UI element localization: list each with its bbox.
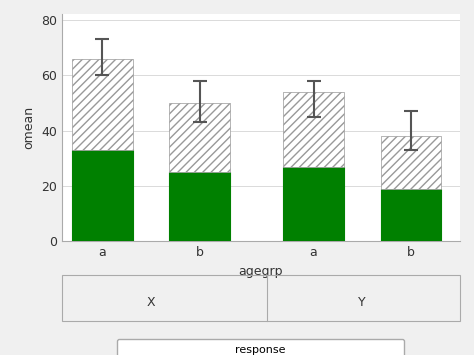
Bar xyxy=(169,103,230,172)
Bar xyxy=(72,150,133,241)
Bar xyxy=(381,136,441,189)
Legend: Complete Response, Partial Response: Complete Response, Partial Response xyxy=(117,339,404,355)
X-axis label: agegrp: agegrp xyxy=(238,265,283,278)
Bar xyxy=(283,166,344,241)
Bar xyxy=(381,189,441,241)
Bar xyxy=(169,172,230,241)
Y-axis label: omean: omean xyxy=(22,106,35,149)
Text: X: X xyxy=(146,296,155,309)
Bar xyxy=(283,92,344,166)
Text: Y: Y xyxy=(358,296,366,309)
Bar xyxy=(72,59,133,150)
